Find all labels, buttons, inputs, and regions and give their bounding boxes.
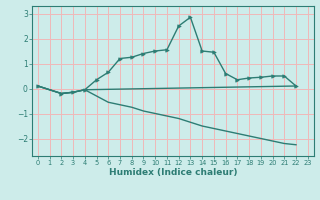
X-axis label: Humidex (Indice chaleur): Humidex (Indice chaleur) [108,168,237,177]
